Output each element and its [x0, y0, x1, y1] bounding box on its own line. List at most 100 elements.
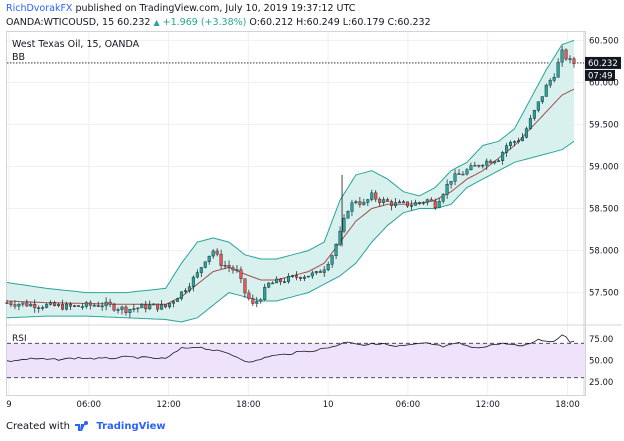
candle: [255, 301, 259, 304]
candle: [223, 265, 227, 267]
candle: [552, 77, 556, 81]
candle: [378, 198, 382, 203]
candle: [68, 303, 72, 307]
candle: [398, 201, 402, 204]
candle: [29, 303, 33, 307]
candle: [25, 302, 29, 307]
band-fill: [7, 40, 574, 323]
candle: [92, 305, 96, 307]
candle: [346, 211, 350, 219]
candle: [5, 302, 9, 304]
candle: [425, 199, 429, 203]
candle: [421, 202, 425, 204]
candle: [267, 282, 271, 288]
candle: [493, 161, 497, 164]
candle: [540, 96, 544, 102]
price-tick-label: 58.500: [589, 205, 619, 215]
band-basis-line: [6, 88, 575, 305]
band-lower-line: [6, 140, 575, 323]
candle: [556, 61, 560, 78]
candle: [473, 165, 477, 167]
candle: [520, 137, 524, 142]
legend-title: West Texas Oil, 15, OANDA: [12, 39, 140, 50]
candle: [481, 165, 485, 167]
candle: [409, 205, 413, 207]
candle: [413, 202, 417, 206]
candle: [370, 192, 374, 200]
countdown-label: 07:49: [588, 71, 613, 81]
time-tick-label: 12:00: [156, 400, 181, 410]
candle: [231, 267, 235, 271]
candle: [461, 173, 465, 176]
tradingview-brand[interactable]: TradingView: [96, 421, 166, 432]
tradingview-logo-icon: [75, 421, 89, 431]
chart-frame[interactable]: [6, 31, 586, 396]
rsi-panel: 75.00 50.00 25.00: [6, 334, 613, 388]
price-tick-label: 60.000: [589, 78, 619, 88]
candle: [394, 202, 398, 206]
candle: [96, 305, 100, 307]
candle: [560, 49, 564, 63]
candle: [453, 173, 457, 182]
candle: [342, 217, 346, 232]
time-tick-label: 06:00: [396, 400, 421, 410]
candle: [243, 278, 247, 294]
author-link[interactable]: RichDvorakFX: [6, 3, 73, 14]
candle: [33, 303, 37, 309]
candle: [17, 304, 21, 307]
candle: [160, 304, 164, 310]
candle: [164, 304, 168, 308]
candle: [76, 305, 80, 307]
band-upper-line: [6, 39, 575, 294]
candle: [152, 303, 156, 306]
ohlc-values: O:60.212 H:60.249 L:60.179 C:60.232: [249, 17, 431, 28]
candle: [136, 307, 140, 310]
candle: [41, 307, 45, 309]
candle: [354, 201, 358, 204]
candle: [362, 202, 366, 205]
candle: [179, 291, 183, 299]
candle: [366, 199, 370, 203]
candle: [382, 199, 386, 203]
candle: [338, 230, 342, 245]
candle: [172, 301, 176, 304]
candle: [516, 140, 520, 143]
last-price-box: [585, 56, 621, 69]
chart-legend: West Texas Oil, 15, OANDA BB: [12, 38, 139, 64]
candle: [318, 271, 322, 273]
candle: [572, 58, 576, 64]
candle: [112, 304, 116, 311]
candle: [120, 306, 124, 310]
countdown-box: [585, 69, 615, 81]
candle: [57, 304, 61, 306]
candle: [195, 272, 199, 278]
rsi-band-fill: [7, 343, 584, 378]
candle: [310, 272, 314, 277]
candle: [290, 275, 294, 277]
candle: [528, 118, 532, 129]
candle: [104, 301, 108, 307]
candle: [219, 253, 223, 266]
candle: [187, 286, 191, 291]
rsi-tick-label: 25.00: [589, 378, 613, 388]
last-price-label: 60.232: [588, 59, 618, 69]
price-tick-label: 59.500: [589, 120, 619, 130]
candle: [168, 303, 172, 308]
candle: [116, 309, 120, 311]
candle: [314, 271, 318, 274]
candle: [465, 169, 469, 175]
candle: [49, 302, 53, 305]
candle: [239, 269, 243, 279]
time-tick-label: 12:00: [475, 400, 500, 410]
candle: [306, 275, 310, 278]
candle: [279, 278, 283, 282]
price-tick-label: 59.000: [589, 162, 619, 172]
candle: [457, 173, 461, 175]
legend-indicator: BB: [12, 52, 26, 63]
rsi-tick-label: 50.00: [589, 357, 613, 367]
candle: [100, 305, 104, 308]
time-tick-label: 18:00: [555, 400, 580, 410]
candle: [61, 304, 65, 310]
candle: [132, 308, 136, 310]
